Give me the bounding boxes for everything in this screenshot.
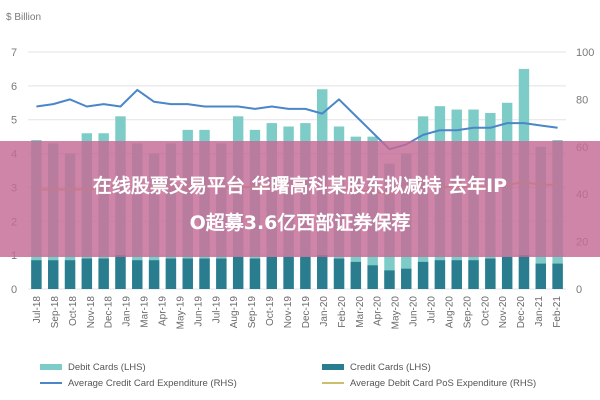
x-tick-label: Jan-19	[122, 296, 133, 327]
x-tick-label: Nov-19	[283, 296, 294, 329]
left-tick-label: 7	[11, 47, 17, 59]
credit-bar	[64, 260, 76, 289]
credit-bar	[283, 256, 294, 289]
legend-label: Average Debit Card PoS Expenditure (RHS)	[350, 378, 536, 389]
x-tick-label: Jul-18	[32, 296, 43, 324]
banner-line-2: O超募3.6亿西部证券保荐	[190, 211, 411, 234]
x-tick-label: May-20	[391, 296, 402, 330]
x-tick-label: Apr-19	[158, 296, 169, 326]
x-tick-label: Mar-20	[355, 296, 366, 328]
credit-bar	[417, 261, 429, 289]
credit-bar	[535, 263, 546, 289]
x-tick-label: Feb-20	[337, 296, 348, 328]
x-tick-label: Dec-20	[516, 296, 527, 329]
legend-swatch	[322, 364, 344, 370]
x-tick-label: Dec-19	[301, 296, 312, 329]
x-tick-label: Aug-20	[444, 296, 455, 329]
x-tick-label: Feb-21	[552, 296, 563, 328]
credit-bar	[216, 258, 227, 289]
x-tick-label: Sep-20	[462, 296, 473, 329]
credit-bar	[367, 265, 378, 289]
credit-bar	[81, 258, 93, 289]
credit-bar	[165, 258, 177, 289]
credit-bar	[350, 261, 362, 289]
x-tick-label: Oct-20	[480, 296, 491, 326]
legend-label: Average Credit Card Expenditure (RHS)	[68, 378, 237, 389]
credit-bar	[333, 258, 345, 289]
left-axis-unit-label: $ Billion	[6, 12, 41, 23]
credit-bar	[518, 255, 530, 289]
x-tick-label: Oct-19	[265, 296, 276, 326]
credit-bar	[132, 260, 143, 289]
credit-bar	[300, 256, 311, 289]
x-tick-label: Jan-21	[534, 296, 545, 327]
x-tick-label: Jan-20	[319, 296, 330, 327]
avg-credit-series-line	[36, 88, 558, 151]
credit-bar	[552, 263, 563, 289]
legend-label: Credit Cards (LHS)	[350, 362, 431, 373]
x-tick-label: Sep-18	[50, 296, 61, 329]
credit-bar	[266, 256, 277, 289]
left-tick-label: 6	[11, 81, 17, 93]
credit-bar	[182, 258, 193, 289]
x-axis-ticks: Jul-18 Sep-18 Oct-18 Nov-18 Dec-18 Jan-19 Mar-…	[32, 296, 563, 330]
credit-bar	[317, 255, 328, 289]
credit-bar	[148, 260, 160, 289]
credit-bar	[249, 258, 261, 289]
x-tick-label: Jun-19	[193, 296, 204, 327]
legend-label: Debit Cards (LHS)	[68, 362, 146, 373]
left-tick-label: 0	[11, 284, 17, 296]
x-tick-label: Aug-19	[229, 296, 240, 329]
left-tick-label: 5	[11, 115, 17, 127]
right-tick-label: 80	[576, 94, 588, 106]
credit-bar	[485, 258, 496, 289]
credit-bar	[98, 258, 109, 289]
legend: Debit Cards (LHS) Credit Cards (LHS) Avera…	[40, 362, 536, 389]
x-tick-label: Dec-18	[104, 296, 115, 329]
credit-bar	[468, 260, 479, 289]
overlay-banner: 在线股票交易平台 华曙高科某股东拟减持 去年IP O超募3.6亿西部证券保荐	[0, 141, 600, 257]
right-tick-label: 0	[576, 284, 582, 296]
x-tick-label: Sep-19	[247, 296, 258, 329]
credit-bar	[48, 260, 59, 289]
credit-bar	[31, 260, 42, 289]
credit-bar	[434, 260, 446, 289]
x-tick-label: Jul-20	[427, 296, 438, 324]
credit-bar	[401, 268, 412, 289]
credit-bar	[384, 270, 395, 289]
credit-bar	[199, 258, 210, 289]
banner-background	[0, 141, 600, 257]
credit-bar	[232, 256, 244, 289]
x-tick-label: Nov-20	[498, 296, 509, 329]
x-tick-label: Apr-20	[373, 296, 384, 326]
x-tick-label: Mar-19	[140, 296, 151, 328]
credit-bar	[115, 255, 126, 289]
x-tick-label: Jun-20	[409, 296, 420, 327]
legend-swatch	[40, 364, 62, 370]
x-tick-label: Jul-19	[211, 296, 222, 324]
x-tick-label: Oct-18	[68, 296, 79, 326]
credit-bar	[451, 260, 462, 289]
x-tick-label: Nov-18	[86, 296, 97, 329]
avg-credit-line	[36, 88, 558, 151]
credit-cards-bars	[31, 255, 563, 289]
x-tick-label: May-19	[175, 296, 186, 330]
credit-bar	[501, 256, 513, 289]
right-tick-label: 100	[576, 47, 594, 59]
banner-line-1: 在线股票交易平台 华曙高科某股东拟减持 去年IP	[93, 174, 507, 197]
